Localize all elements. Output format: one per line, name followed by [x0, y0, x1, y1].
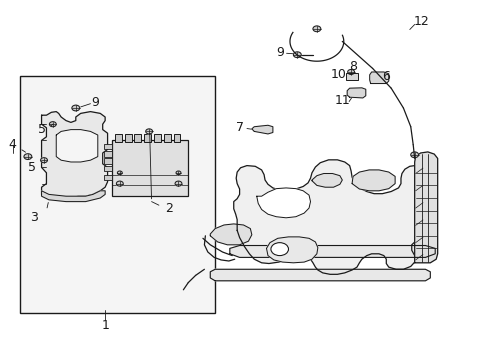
- Text: 4: 4: [9, 138, 17, 150]
- Polygon shape: [251, 125, 272, 134]
- Bar: [134, 134, 141, 142]
- Text: 3: 3: [30, 211, 38, 224]
- Bar: [115, 134, 122, 142]
- Text: 5: 5: [28, 161, 36, 174]
- Circle shape: [72, 105, 80, 111]
- Polygon shape: [266, 237, 317, 263]
- Bar: [173, 134, 180, 142]
- Text: 1: 1: [101, 319, 109, 332]
- Bar: [103, 175, 112, 180]
- Polygon shape: [41, 191, 105, 202]
- Circle shape: [347, 69, 354, 75]
- Bar: [20, 76, 215, 313]
- Circle shape: [41, 158, 47, 163]
- Polygon shape: [351, 170, 394, 191]
- Text: 8: 8: [348, 60, 356, 73]
- Polygon shape: [229, 246, 434, 257]
- Polygon shape: [414, 152, 437, 263]
- Text: 11: 11: [334, 94, 349, 107]
- Circle shape: [175, 181, 182, 186]
- Circle shape: [117, 171, 122, 175]
- Bar: [163, 134, 170, 142]
- Circle shape: [116, 181, 123, 186]
- Text: 9: 9: [91, 96, 99, 109]
- Text: 5: 5: [38, 123, 45, 136]
- Polygon shape: [56, 130, 98, 162]
- Circle shape: [293, 52, 301, 58]
- Polygon shape: [210, 269, 429, 281]
- Polygon shape: [369, 72, 388, 84]
- Bar: [103, 151, 112, 157]
- Circle shape: [312, 26, 320, 32]
- Text: 10: 10: [330, 68, 346, 81]
- Polygon shape: [41, 112, 107, 200]
- Bar: [103, 158, 112, 164]
- Circle shape: [24, 154, 32, 159]
- Bar: [346, 73, 358, 80]
- Bar: [112, 140, 188, 196]
- Bar: [154, 134, 161, 142]
- Text: 12: 12: [413, 15, 428, 28]
- Text: 7: 7: [235, 121, 243, 134]
- Text: 2: 2: [164, 202, 172, 215]
- Text: 9: 9: [276, 46, 284, 59]
- Bar: [103, 166, 112, 171]
- Polygon shape: [311, 174, 342, 187]
- Polygon shape: [256, 188, 310, 218]
- Bar: [103, 144, 112, 149]
- Polygon shape: [233, 160, 430, 274]
- Circle shape: [176, 171, 181, 175]
- Circle shape: [145, 129, 152, 134]
- Circle shape: [49, 122, 56, 127]
- Circle shape: [410, 152, 418, 158]
- Bar: [144, 134, 151, 142]
- Circle shape: [270, 243, 288, 256]
- Polygon shape: [210, 224, 251, 245]
- Text: 6: 6: [382, 70, 389, 83]
- Bar: [124, 134, 131, 142]
- Polygon shape: [346, 88, 365, 98]
